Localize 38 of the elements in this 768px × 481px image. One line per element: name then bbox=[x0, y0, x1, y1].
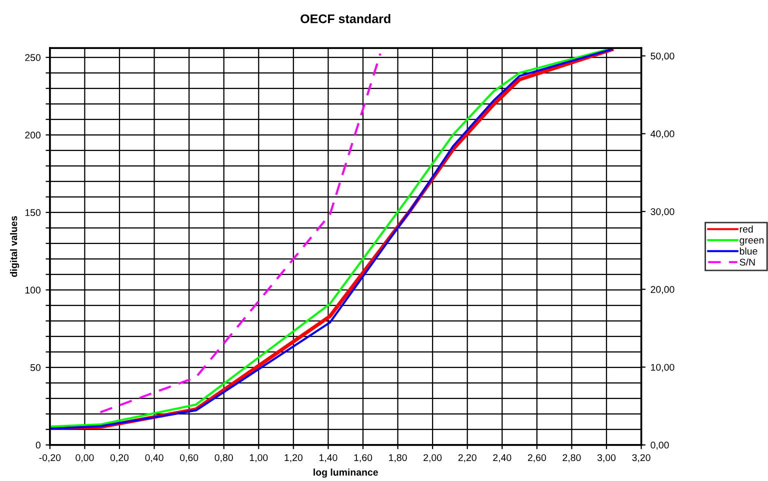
legend-label: green bbox=[740, 238, 764, 246]
x-tick-label: 3,00 bbox=[597, 454, 616, 462]
x-tick-label: 2,20 bbox=[458, 454, 476, 462]
x-tick-label: 1,00 bbox=[250, 454, 268, 462]
chart-title: OECF standard bbox=[300, 14, 390, 24]
x-tick-label: 2,40 bbox=[493, 454, 512, 462]
y-tick-label: 50 bbox=[30, 364, 41, 372]
x-tick-label: 0,20 bbox=[110, 454, 129, 462]
x-tick-label: -0,20 bbox=[39, 454, 61, 462]
y2-tick-label: 0,00 bbox=[650, 442, 669, 450]
x-tick-label: 1,80 bbox=[389, 454, 407, 462]
x-tick-label: 0,80 bbox=[214, 454, 233, 462]
y2-tick-label: 40,00 bbox=[650, 130, 674, 138]
y-tick-label: 0 bbox=[36, 442, 41, 449]
legend-label: S/N bbox=[740, 258, 755, 266]
x-tick-label: 1,60 bbox=[354, 454, 372, 462]
x-axis-title: log luminance bbox=[314, 468, 378, 478]
line-series bbox=[99, 52, 382, 414]
y2-tick-label: 20,00 bbox=[650, 286, 674, 294]
x-tick-label: 0,00 bbox=[76, 454, 94, 462]
x-tick-label: 2,80 bbox=[562, 454, 581, 462]
x-tick-label: 2,60 bbox=[528, 454, 546, 462]
x-tick-label: 2,00 bbox=[424, 454, 442, 462]
y2-tick-label: 30,00 bbox=[650, 208, 674, 216]
x-tick-label: 0,60 bbox=[180, 454, 198, 462]
legend-label: red bbox=[740, 225, 753, 233]
x-tick-label: 3,20 bbox=[632, 454, 650, 462]
x-tick-label: 1,40 bbox=[319, 454, 338, 462]
y-axis-title: digital values bbox=[10, 216, 20, 277]
x-tick-label: 0,40 bbox=[145, 454, 164, 462]
y2-tick-label: 10,00 bbox=[651, 364, 674, 372]
y-tick-label: 150 bbox=[25, 209, 41, 216]
x-tick-label: 1,20 bbox=[284, 454, 303, 462]
y-tick-label: 100 bbox=[25, 286, 41, 294]
y-tick-label: 250 bbox=[25, 54, 41, 62]
y2-tick-label: 50,00 bbox=[650, 52, 674, 61]
y-tick-label: 200 bbox=[25, 132, 41, 139]
legend-label: blue bbox=[740, 247, 758, 255]
